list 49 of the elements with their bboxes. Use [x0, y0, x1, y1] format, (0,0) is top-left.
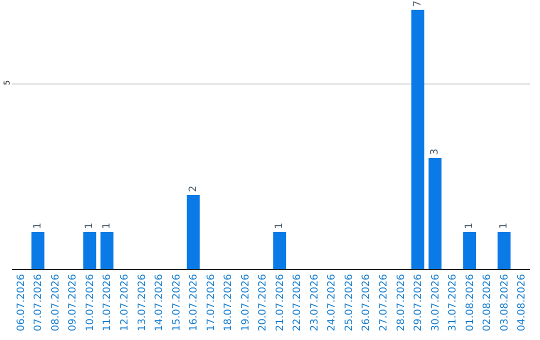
- data-label: 1: [464, 222, 476, 229]
- bar: [498, 232, 511, 269]
- x-tick-label: 14.07.2026: [154, 274, 166, 332]
- bar: [428, 158, 442, 269]
- bar: [31, 232, 44, 269]
- data-label: 1: [101, 222, 112, 229]
- bar: [186, 194, 200, 269]
- data-label: 1: [32, 222, 44, 229]
- x-tick-label: 24.07.2026: [326, 274, 338, 332]
- bar: [463, 232, 476, 269]
- bar: [273, 232, 286, 269]
- x-tick-label: 08.07.2026: [50, 274, 62, 332]
- x-tick-label: 28.07.2026: [396, 274, 407, 332]
- x-tick-label: 27.07.2026: [378, 274, 390, 332]
- x-tick-label: 26.07.2026: [361, 274, 372, 332]
- data-label: 7: [412, 0, 424, 7]
- x-tick-label: 30.07.2026: [430, 274, 442, 332]
- x-tick-label: 06.07.2026: [16, 274, 27, 332]
- data-label: 2: [188, 186, 199, 192]
- x-tick-label: 17.07.2026: [206, 274, 217, 332]
- x-tick-label: 16.07.2026: [188, 274, 200, 332]
- data-label: 1: [274, 222, 286, 229]
- x-tick-label: 23.07.2026: [309, 274, 320, 332]
- bar: [83, 232, 96, 269]
- x-tick-label: 19.07.2026: [240, 274, 252, 332]
- x-tick-label: 22.07.2026: [292, 274, 304, 332]
- x-tick-label: 03.08.2026: [499, 274, 510, 332]
- x-tick-label: 18.07.2026: [223, 274, 234, 332]
- x-tick-label: 31.07.2026: [448, 274, 459, 332]
- x-tick-label: 21.07.2026: [274, 274, 286, 332]
- bar: [100, 232, 114, 269]
- x-tick-label: 25.07.2026: [344, 274, 355, 332]
- data-label: 1: [498, 222, 510, 229]
- x-tick-label: 15.07.2026: [171, 274, 182, 332]
- x-tick-label: 29.07.2026: [413, 274, 424, 332]
- bar: [411, 10, 424, 269]
- data-label: 3: [430, 148, 441, 155]
- data-label: 1: [84, 222, 96, 229]
- y-tick-label: 5: [2, 80, 12, 86]
- x-tick-label: 04.08.2026: [516, 274, 528, 332]
- x-tick-label: 01.08.2026: [464, 274, 476, 332]
- x-tick-label: 20.07.2026: [258, 274, 269, 332]
- x-tick-label: 13.07.2026: [136, 274, 148, 332]
- x-tick-label: 11.07.2026: [102, 274, 114, 332]
- x-tick-label: 07.07.2026: [33, 274, 44, 332]
- x-tick-label: 12.07.2026: [119, 274, 130, 332]
- x-tick-label: 02.08.2026: [482, 274, 494, 332]
- x-tick-label: 09.07.2026: [68, 274, 79, 332]
- x-tick-label: 10.07.2026: [84, 274, 96, 332]
